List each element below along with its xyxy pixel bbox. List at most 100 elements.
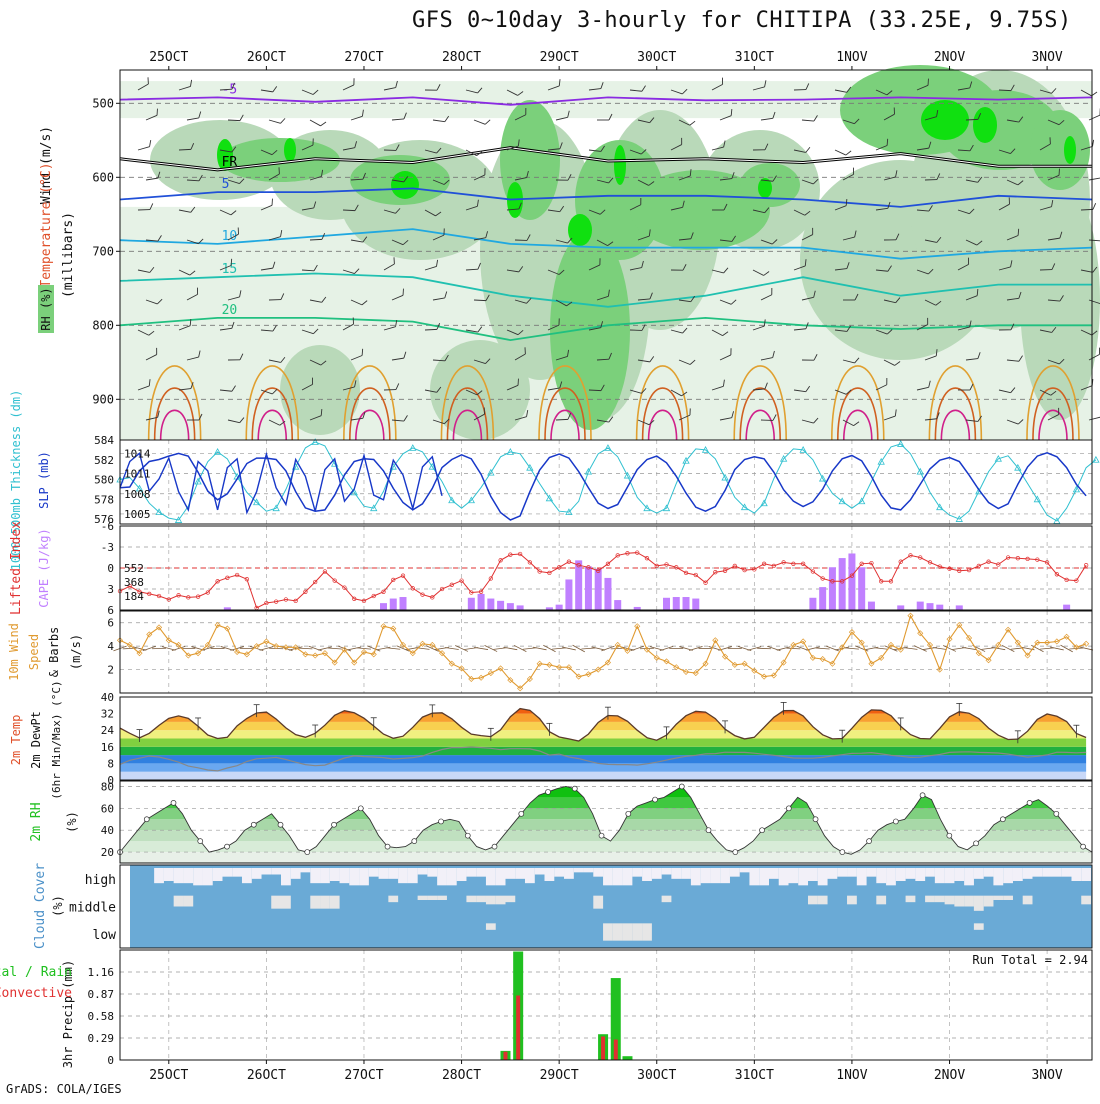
bottom-date-label: 3NOV bbox=[1031, 1068, 1062, 1083]
surface-wind-barb bbox=[855, 646, 868, 651]
wind-axis-label-3: & Barbs bbox=[47, 627, 61, 678]
cape-bar bbox=[956, 605, 963, 610]
cape-bar bbox=[858, 567, 865, 610]
wind-barb-flag bbox=[1093, 203, 1096, 209]
cloud-level-label-high: high bbox=[85, 873, 116, 888]
cloud-gap-high bbox=[486, 868, 496, 885]
surface-wind-barb-staff bbox=[357, 648, 371, 649]
slp-ytick-label: 1011 bbox=[124, 468, 151, 481]
cloud-gap-high bbox=[340, 868, 350, 883]
cape-ytick-label: 552 bbox=[124, 562, 144, 575]
cloud-gap-high bbox=[681, 868, 691, 879]
top-date-label: 1NOV bbox=[836, 50, 867, 65]
cloud-gap-middle bbox=[496, 896, 506, 905]
rh2m-point bbox=[519, 811, 524, 816]
cloud-gap-middle bbox=[418, 896, 428, 900]
cloud-gap-high bbox=[847, 868, 857, 877]
cloud-gap-middle bbox=[1081, 896, 1091, 905]
rh-shade-bright-9 bbox=[1064, 136, 1076, 164]
temp-band bbox=[120, 747, 1092, 755]
cloud-gap-low bbox=[603, 923, 613, 940]
upper-air-ytick-label: 800 bbox=[92, 318, 114, 332]
page-title: GFS 0~10day 3-hourly for CHITIPA (33.25E… bbox=[412, 8, 1072, 33]
cloud-gap-high bbox=[232, 868, 242, 877]
precip-total-bar bbox=[622, 1056, 632, 1060]
rh2m-ytick-label: 60 bbox=[101, 802, 114, 815]
cloud-gap-middle bbox=[183, 896, 193, 907]
cloud-gap-high bbox=[154, 868, 164, 883]
wind-barb-staff bbox=[1081, 209, 1093, 210]
surface-wind-barb bbox=[962, 647, 976, 649]
surface-wind-barb-staff bbox=[347, 647, 361, 650]
upper-air-level-label: (millibars) bbox=[61, 212, 76, 298]
surface-wind-barb bbox=[386, 648, 400, 649]
rh2m-point bbox=[385, 844, 390, 849]
cape-bar bbox=[819, 587, 826, 610]
cloud-gap-high bbox=[701, 868, 711, 883]
wind-barb-staff bbox=[228, 120, 240, 121]
rh-shade-bright-1 bbox=[284, 138, 296, 162]
wind-speed-point bbox=[1084, 641, 1089, 646]
rh2m-point bbox=[867, 839, 872, 844]
surface-wind-barb-staff bbox=[377, 647, 391, 650]
cloud-gap-high bbox=[808, 868, 818, 881]
cloud-gap-middle bbox=[993, 896, 1003, 900]
lifted-index-point bbox=[1084, 563, 1088, 567]
temp-contour-label: 15 bbox=[222, 262, 238, 277]
minmax-axis-label: (6hr Min/Max) (°C) bbox=[50, 680, 63, 799]
surface-wind-barb-staff bbox=[298, 648, 312, 649]
wind-barb-staff bbox=[556, 419, 568, 420]
surface-wind-barb bbox=[367, 646, 380, 651]
cloud-gap-high bbox=[652, 868, 662, 879]
cloud-gap-high bbox=[271, 868, 281, 875]
cloud-gap-high bbox=[476, 868, 486, 877]
top-date-label: 29OCT bbox=[540, 50, 579, 65]
cloud-gap-high bbox=[174, 868, 184, 883]
cloud-gap-middle bbox=[876, 896, 886, 905]
cloud-gap-high bbox=[388, 868, 398, 879]
cloud-gap-low bbox=[613, 923, 623, 940]
rh2m-point bbox=[947, 833, 952, 838]
cape-bar bbox=[556, 605, 563, 610]
cloud-gap-high bbox=[496, 868, 506, 885]
cloud-gap-middle bbox=[925, 896, 935, 903]
cloud-gap-high bbox=[1003, 868, 1013, 883]
cloud-gap-high bbox=[1032, 868, 1042, 877]
rh2m-point bbox=[1000, 817, 1005, 822]
cloud-gap-high bbox=[906, 868, 916, 879]
temp-bands bbox=[120, 697, 1092, 780]
cape-bar bbox=[683, 597, 690, 610]
surface-wind-barb bbox=[865, 647, 879, 650]
cape-bar bbox=[839, 558, 846, 610]
precip-ytick-label: 1.16 bbox=[88, 966, 115, 979]
surface-wind-barb bbox=[816, 648, 830, 649]
cape-bar bbox=[517, 605, 524, 610]
cloud-gap-high bbox=[466, 868, 476, 877]
cloud-gap-high bbox=[291, 868, 301, 879]
surface-wind-barb bbox=[904, 648, 918, 650]
temp-band bbox=[120, 730, 1092, 738]
top-date-label: 30OCT bbox=[637, 50, 676, 65]
cloud-gap-high bbox=[945, 868, 955, 883]
cloud-gap-high bbox=[876, 868, 886, 883]
surface-wind-barb bbox=[581, 648, 595, 649]
top-date-label: 26OCT bbox=[247, 50, 286, 65]
cloud-gap-high bbox=[1042, 868, 1052, 877]
cape-bar bbox=[507, 603, 514, 610]
cape-bar bbox=[809, 598, 816, 610]
rh2m-point bbox=[1027, 800, 1032, 805]
precip-ytick-label: 0.87 bbox=[88, 988, 115, 1001]
temp-band bbox=[120, 722, 1092, 730]
cloud-axis-label: Cloud Cover bbox=[33, 863, 48, 949]
surface-wind-barb-staff bbox=[855, 646, 868, 651]
cloud-gap-high bbox=[623, 868, 633, 885]
cloud-gap-high bbox=[1023, 868, 1033, 879]
rh2m-point bbox=[225, 844, 230, 849]
cloud-gap-high bbox=[798, 868, 808, 885]
cloud-gap-high bbox=[935, 868, 945, 883]
cloud-gap-high bbox=[1013, 868, 1023, 881]
rh-band bbox=[120, 797, 1092, 808]
cloud-gap-high bbox=[769, 868, 779, 879]
rh-band bbox=[120, 781, 1092, 797]
